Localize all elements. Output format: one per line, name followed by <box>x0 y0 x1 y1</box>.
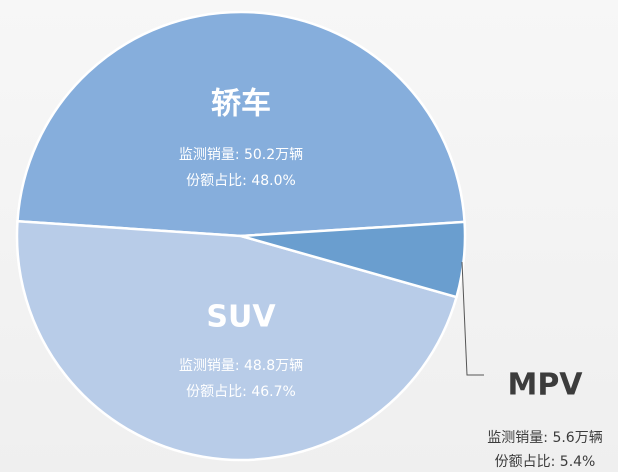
sales-label: 监测销量: 5.6万辆 <box>487 430 602 446</box>
pie-slice <box>240 220 467 299</box>
pie-slice <box>15 219 459 462</box>
share-label: 份额占比: 46.7% <box>186 384 296 400</box>
share-label: 份额占比: 48.0% <box>186 173 296 189</box>
slice-label: MPV <box>507 368 583 403</box>
leader-line <box>461 261 484 376</box>
slice-label: SUV <box>206 300 276 335</box>
pie-slice <box>16 10 466 238</box>
slice-label: 轿车 <box>211 87 271 122</box>
share-label: 份额占比: 5.4% <box>495 454 596 470</box>
sales-label: 监测销量: 50.2万辆 <box>179 147 303 163</box>
sales-label: 监测销量: 48.8万辆 <box>179 358 303 374</box>
